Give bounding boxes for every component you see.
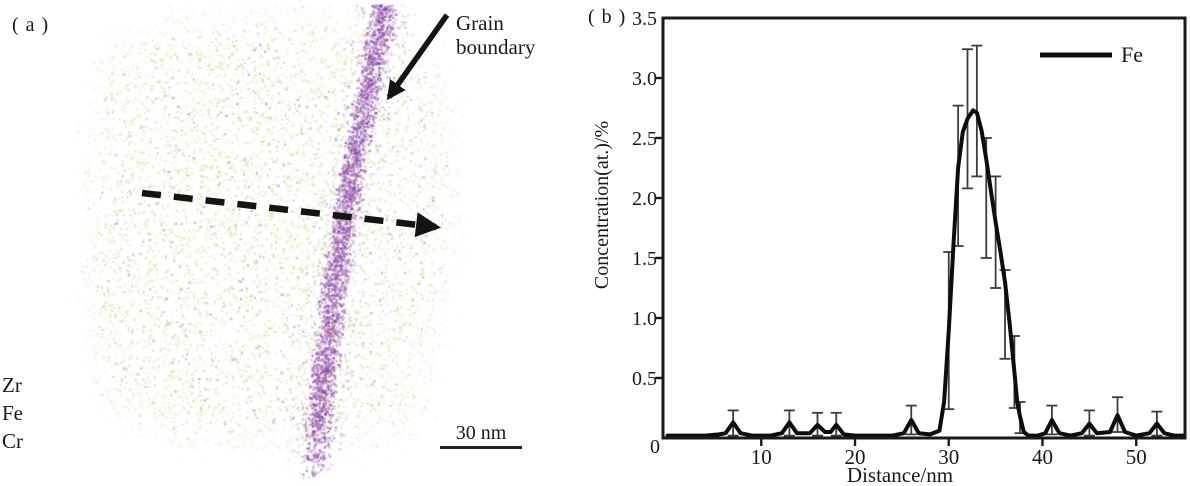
y-axis-title: Concentration(at.)/% — [591, 121, 613, 289]
x-tick-label: 40 — [1032, 445, 1053, 469]
y-tick-label: 0 — [650, 436, 660, 458]
grain-boundary-annotation-line1: Grain — [456, 11, 504, 35]
y-tick-label: 2.0 — [632, 188, 657, 210]
y-tick-label: 2.5 — [632, 128, 657, 150]
legend-element-zr: Zr — [2, 373, 22, 397]
y-tick-label: 1.0 — [632, 308, 657, 330]
x-tick-label: 10 — [751, 445, 772, 469]
y-tick-label: 1.5 — [632, 248, 657, 270]
y-tick-label: 3.5 — [632, 8, 657, 30]
y-axis — [655, 76, 663, 380]
apt-reconstruction-canvas — [0, 0, 590, 486]
plot-frame — [661, 16, 1187, 440]
y-tick-label: 3.0 — [632, 68, 657, 90]
x-axis-title: Distance/nm — [847, 463, 953, 486]
concentration-profile-chart: 10 20 30 40 50 Distance/nm 0 0.5 1.0 1.5 2.0 2.5 3.0… — [591, 8, 1187, 486]
legend-element-fe: Fe — [2, 401, 23, 425]
y-tick-label: 0.5 — [632, 368, 657, 390]
x-axis — [760, 438, 1138, 446]
legend-element-cr: Cr — [2, 429, 23, 453]
grain-boundary-arrow — [386, 13, 450, 101]
x-tick-label: 20 — [845, 445, 866, 469]
legend-label-fe: Fe — [1121, 42, 1143, 67]
x-tick-label: 30 — [938, 445, 959, 469]
scale-bar-label: 30 nm — [455, 422, 507, 444]
grain-boundary-annotation-line2: boundary — [456, 34, 536, 59]
x-tick-label: 50 — [1126, 445, 1147, 469]
scale-bar — [440, 446, 522, 449]
panel-a-label: ( a ) — [12, 14, 50, 36]
grain-boundary-annotation: Grain boundary — [456, 11, 536, 59]
fe-concentration-curve — [665, 108, 1186, 438]
legend: Fe — [1040, 42, 1143, 67]
panel-b-label: ( b ) — [588, 6, 627, 28]
profile-direction-dashed-arrow — [141, 189, 441, 238]
